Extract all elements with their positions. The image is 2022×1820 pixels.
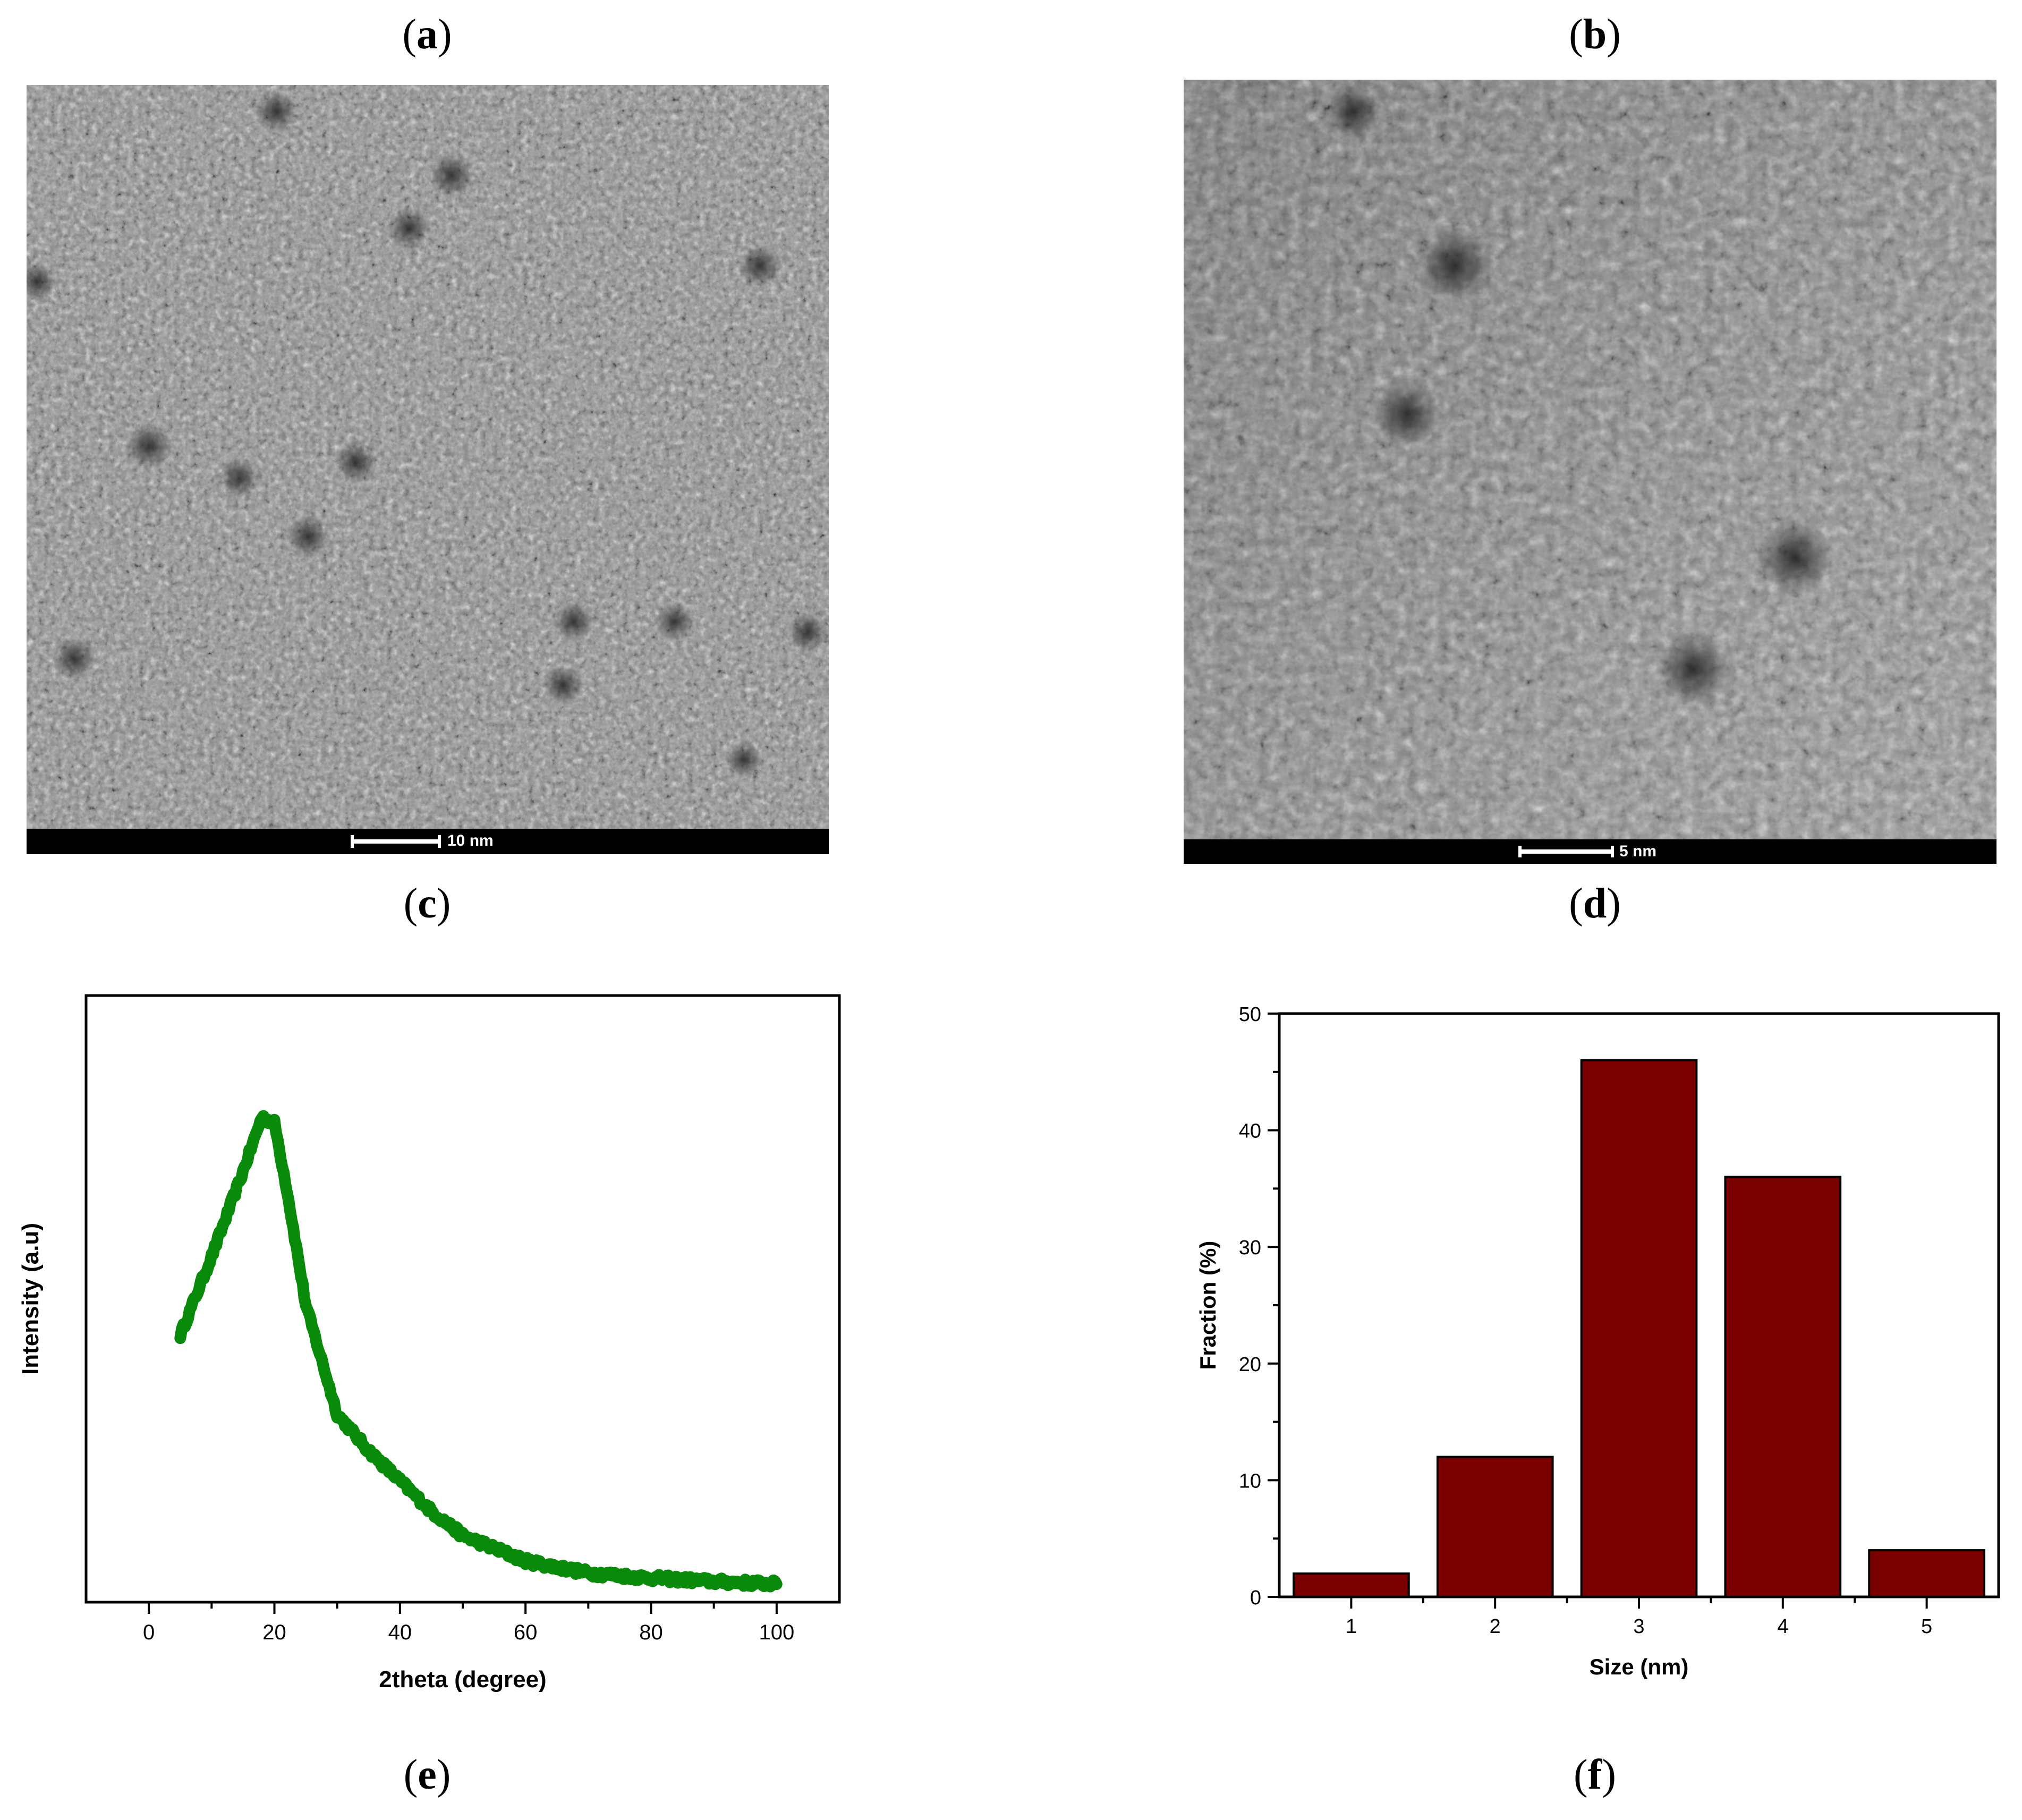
bar-y-tick-label: 50: [1239, 1003, 1261, 1026]
xrd-line: [174, 1110, 783, 1593]
bar-size-3: [1580, 1059, 1698, 1598]
scale-bar-a: 10 nm: [27, 829, 829, 854]
tem-texture-a: [27, 85, 829, 829]
bar-x-tick-label: 2: [1490, 1615, 1501, 1638]
bar-size-5: [1868, 1549, 1985, 1598]
bar-y-tick-label: 30: [1239, 1237, 1261, 1259]
xrd-chart: 0 20 40 60 80 100 2theta (degree) Intensity (…: [18, 994, 841, 1693]
tem-image-b: 5 nm: [1184, 80, 1996, 864]
scale-bar-b: 5 nm: [1184, 839, 1996, 864]
bar-y-tick-label: 20: [1239, 1354, 1261, 1376]
xrd-x-tick-label: 100: [759, 1621, 794, 1644]
bar-y-tick-label: 10: [1239, 1470, 1261, 1492]
tem-texture-b: [1184, 80, 1996, 839]
panel-label-e: (e): [403, 1751, 451, 1798]
xrd-x-tick-label: 60: [514, 1621, 538, 1644]
bar-x-tick-label: 3: [1633, 1615, 1644, 1638]
bar-x-tick-label: 5: [1921, 1615, 1932, 1638]
tem-image-a: 10 nm: [27, 85, 829, 854]
bar-size-4: [1724, 1176, 1842, 1598]
xrd-x-tick-label: 40: [388, 1621, 412, 1644]
bar-y-tick-label: 40: [1239, 1120, 1261, 1143]
panel-label-b: (b): [1569, 11, 1621, 58]
xrd-y-axis-label: Intensity (a.u): [18, 1223, 44, 1375]
scale-bar-line-b: [1518, 849, 1614, 854]
scale-bar-line-a: [351, 839, 441, 844]
panel-label-f: (f): [1574, 1751, 1616, 1798]
panel-label-c: (c): [403, 880, 451, 927]
bar-size-1: [1293, 1572, 1410, 1598]
scale-bar-label-a: 10 nm: [447, 832, 494, 849]
xrd-x-tick-label: 80: [639, 1621, 663, 1644]
bar-x-tick-label: 1: [1346, 1615, 1357, 1638]
bar-x-axis-label: Size (nm): [1590, 1654, 1689, 1679]
xrd-x-axis-label: 2theta (degree): [379, 1666, 546, 1693]
scale-bar-label-b: 5 nm: [1619, 843, 1657, 860]
xrd-x-tick-label: 20: [262, 1621, 286, 1644]
panel-label-d: (d): [1569, 880, 1621, 927]
bar-y-axis-label: Fraction (%): [1195, 1241, 1220, 1370]
panel-label-a: (a): [402, 11, 452, 58]
bar-x-tick-label: 4: [1777, 1615, 1788, 1638]
bar-size-2: [1436, 1456, 1554, 1598]
xrd-x-tick-label: 0: [143, 1621, 155, 1644]
bar-y-tick-label: 0: [1250, 1587, 1261, 1609]
